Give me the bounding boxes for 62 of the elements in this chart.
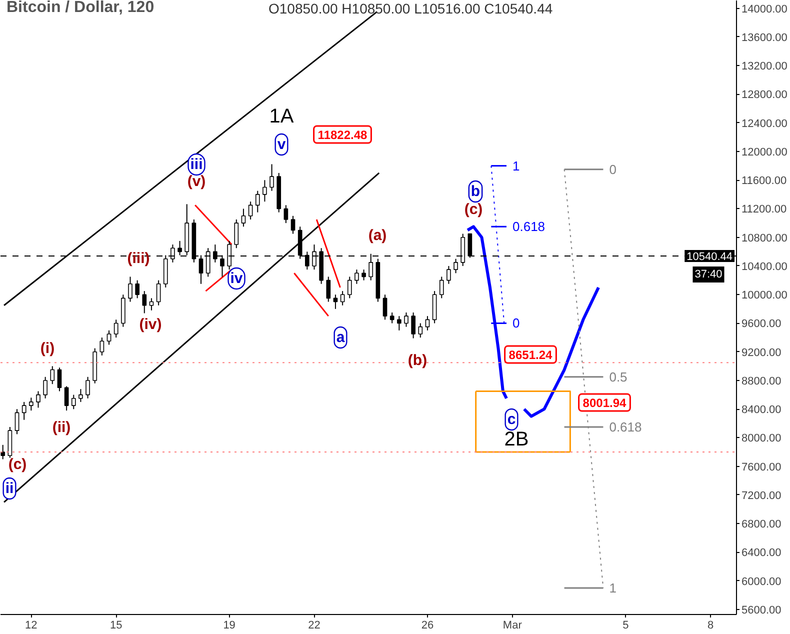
annotation: (c)	[464, 201, 483, 218]
annotation: 8651.24	[508, 348, 553, 362]
annotation: (iii)	[127, 250, 150, 267]
annotation: (a)	[368, 227, 387, 244]
ref-line-label: 10540.44	[686, 250, 733, 263]
y-tick-label: 10400.00	[742, 260, 788, 273]
series-label: 0.618	[609, 420, 642, 435]
annotation: c	[507, 411, 516, 428]
x-tick-label: 8	[707, 620, 714, 632]
y-tick-label: 6400.00	[742, 547, 782, 560]
x-tick-label: 22	[308, 620, 320, 632]
annotation: 11822.48	[318, 128, 368, 142]
x-tick-label: 15	[110, 620, 122, 632]
series-label: 0	[512, 316, 520, 331]
annotation: (ii)	[52, 419, 71, 436]
chart-title: Bitcoin / Dollar, 120	[6, 0, 154, 16]
annotation: 2B	[504, 428, 529, 450]
series-label: 1	[609, 580, 616, 596]
y-tick-label: 13200.00	[742, 60, 788, 73]
annotation: (i)	[40, 340, 55, 357]
annotation: iii	[190, 156, 203, 173]
annotation: 1A	[269, 106, 294, 128]
y-tick-label: 11200.00	[742, 204, 787, 216]
y-tick-label: 6000.00	[742, 576, 782, 588]
y-tick-label: 5600.00	[742, 604, 782, 616]
annotation: 8001.94	[582, 396, 627, 410]
x-tick-label: 19	[223, 620, 236, 632]
y-tick-label: 9200.00	[742, 346, 782, 359]
annotation: b	[470, 183, 480, 200]
y-tick-label: 10000.00	[742, 290, 788, 302]
y-tick-label: 8800.00	[742, 375, 782, 388]
annotation: a	[336, 329, 346, 346]
y-tick-label: 6800.00	[742, 518, 782, 531]
series-label: 0.618	[512, 219, 546, 234]
series-label: 0	[609, 162, 616, 177]
y-tick-label: 12800.00	[742, 89, 788, 102]
annotation: O10850.00 H10850.00 L10516.00 C10540.44	[268, 0, 553, 16]
annotation: (v)	[187, 173, 206, 190]
series-label: 0.5	[609, 369, 628, 384]
y-tick-label: 9600.00	[742, 318, 782, 330]
y-tick-label: 8400.00	[742, 404, 782, 416]
annotation: ii	[5, 480, 14, 497]
y-tick-label: 10800.00	[742, 232, 788, 244]
y-tick-label: 14000.00	[742, 3, 788, 16]
y-tick-label: 11600.00	[742, 175, 787, 188]
annotation: iv	[230, 270, 244, 287]
x-tick-label: 26	[421, 620, 434, 632]
annotation: (c)	[8, 456, 27, 473]
x-tick-label: 5	[622, 620, 629, 632]
annotation: (b)	[408, 352, 428, 369]
x-tick-label: Mar	[502, 620, 522, 632]
y-tick-label: 12400.00	[742, 118, 788, 130]
y-tick-label: 8000.00	[742, 432, 782, 445]
series-label: 1	[512, 158, 520, 174]
annotation: v	[277, 136, 286, 153]
annotation: (iv)	[139, 316, 162, 333]
y-tick-label: 7600.00	[742, 461, 782, 474]
annotation: 37:40	[694, 268, 722, 280]
y-tick-label: 12000.00	[742, 146, 788, 158]
y-tick-label: 7200.00	[742, 490, 782, 502]
y-tick-label: 13600.00	[742, 32, 788, 44]
x-tick-label: 12	[25, 620, 38, 632]
